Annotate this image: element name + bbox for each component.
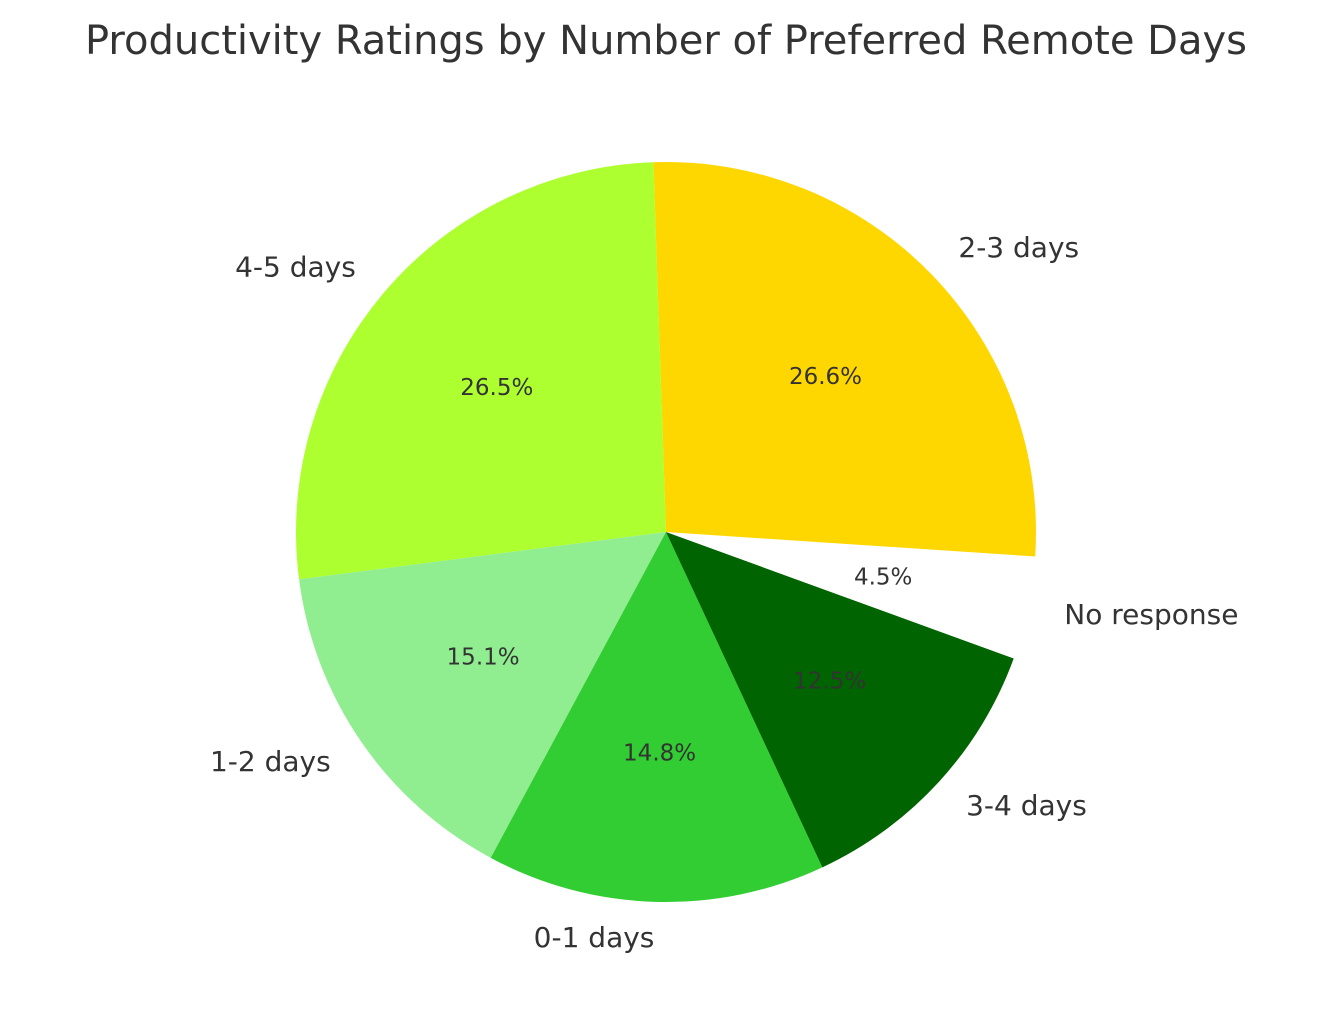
- slice-label-4-5-days: 4-5 days: [235, 251, 356, 284]
- slice-label-2-3-days: 2-3 days: [958, 231, 1079, 264]
- slice-label-no-response: No response: [1064, 598, 1238, 631]
- slice-label-1-2-days: 1-2 days: [210, 745, 331, 778]
- slice-label-0-1-days: 0-1 days: [534, 921, 655, 954]
- pie-slice-3-4-days: [666, 532, 1014, 868]
- chart-title: Productivity Ratings by Number of Prefer…: [85, 18, 1247, 64]
- pct-label-2-3-days: 26.6%: [789, 364, 862, 390]
- pct-label-0-1-days: 14.8%: [623, 740, 696, 766]
- pct-label-4-5-days: 26.5%: [460, 375, 533, 401]
- pct-label-no-response: 4.5%: [854, 564, 912, 590]
- pie-slice-0-1-days: [490, 532, 823, 902]
- pie-slice-4-5-days: [296, 162, 666, 580]
- pie-slice-1-2-days: [299, 532, 666, 858]
- pie-slice-2-3-days: [653, 162, 1037, 557]
- pie-slices: [296, 162, 1037, 902]
- pct-label-1-2-days: 15.1%: [447, 644, 520, 670]
- pie-slice-no-response: [666, 532, 1036, 659]
- pct-label-3-4-days: 12.5%: [793, 669, 866, 695]
- slice-label-3-4-days: 3-4 days: [966, 789, 1087, 822]
- pie-labels: No response 4.5% 2-3 days 26.6% 4-5 days 26.5…: [210, 231, 1238, 954]
